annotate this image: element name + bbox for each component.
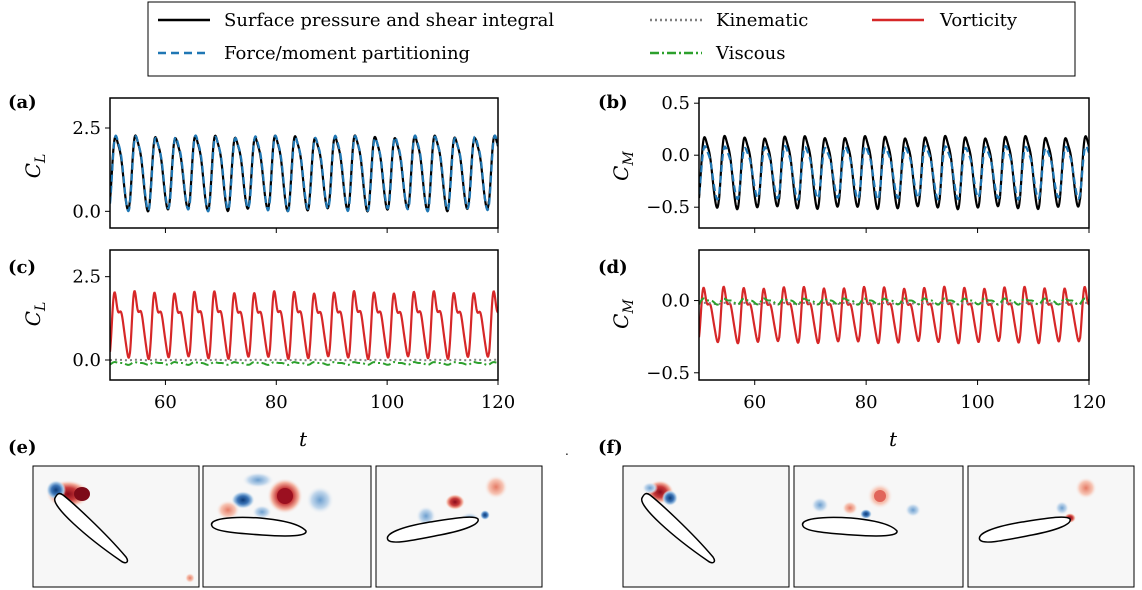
legend-frame [147, 1, 1076, 77]
xtick-label-d-3: 120 [1072, 392, 1106, 413]
series-line-d-kinematic [699, 301, 1089, 306]
series-line-b-force-moment-partitioning [699, 144, 1089, 201]
ytick-label-c-1: 2.5 [72, 267, 101, 288]
snapshot-group-e [32, 465, 543, 588]
svg-text:CM: CM [609, 299, 637, 329]
legend-label-surface: Surface pressure and shear integral [224, 10, 554, 31]
panel-letter-d: (d) [598, 257, 628, 278]
series-line-a-surface-pressure-and-shear-integral [110, 134, 498, 213]
legend-entry-partitioning: Force/moment partitioning [158, 43, 470, 64]
axes-frame-d [698, 249, 1090, 381]
series-line-c-vorticity [110, 289, 498, 361]
xlabel-d: t [889, 427, 898, 451]
legend: Surface pressure and shear integral Forc… [147, 1, 1076, 77]
panel-letter-f: (f) [598, 437, 623, 458]
ytick-label-a-0: 0.0 [72, 201, 101, 222]
snapshot-e-1 [32, 465, 200, 588]
xtick-label-c-1: 80 [265, 392, 288, 413]
chart-panel-d-moment-decomposition: −0.5 0.0 60 80 100 120 [646, 249, 1106, 413]
chart-panel-a-lift-coefficient: 0.0 2.5 [72, 97, 499, 233]
legend-entry-viscous: Viscous [650, 43, 785, 64]
plot-area-a [110, 134, 498, 213]
ytick-label-c-0: 0.0 [72, 350, 101, 371]
stray-dot: . [565, 444, 569, 458]
legend-label-vorticity: Vorticity [939, 10, 1018, 31]
ylabel-d: CM [609, 299, 637, 329]
chart-panel-b-moment-coefficient: −0.5 0.0 0.5 [646, 93, 1090, 233]
snapshot-group-f [622, 465, 1135, 588]
legend-label-partitioning: Force/moment partitioning [224, 43, 470, 64]
chart-panel-c-lift-decomposition: 0.0 2.5 60 80 100 120 [72, 249, 515, 413]
axes-frame-c [109, 249, 499, 381]
ytick-label-b-0: −0.5 [646, 197, 690, 218]
series-line-a-force-moment-partitioning [110, 134, 498, 213]
plot-area-d [699, 285, 1089, 345]
ytick-label-b-2: 0.5 [661, 93, 690, 114]
axes-frame-b [698, 97, 1090, 229]
snapshot-f-1 [622, 465, 790, 588]
series-line-d-vorticity [699, 285, 1089, 345]
ylabel-c: CL [21, 302, 49, 327]
snapshot-e-3 [375, 465, 543, 588]
xtick-label-c-0: 60 [154, 392, 177, 413]
ylabel-a: CL [21, 154, 49, 179]
ytick-label-b-1: 0.0 [661, 145, 690, 166]
panel-letter-b: (b) [598, 92, 628, 113]
panel-letter-e: (e) [8, 437, 37, 458]
legend-entry-vorticity: Vorticity [872, 10, 1018, 31]
ylabel-b: CM [609, 151, 637, 181]
vortex-core [74, 487, 90, 501]
plot-area-c [110, 289, 498, 366]
xtick-label-d-2: 100 [960, 392, 994, 413]
axes-frame-a [109, 97, 499, 229]
airfoil-outline [54, 492, 129, 564]
legend-entry-surface: Surface pressure and shear integral [158, 10, 554, 31]
legend-entry-kinematic: Kinematic [650, 10, 808, 31]
series-line-d-viscous [699, 297, 1089, 306]
xtick-label-c-2: 100 [370, 392, 404, 413]
xtick-label-c-3: 120 [481, 392, 515, 413]
snapshot-e-2 [202, 465, 372, 588]
snapshot-f-2 [793, 465, 964, 588]
snapshot-f-3 [967, 465, 1135, 588]
xtick-label-d-1: 80 [855, 392, 878, 413]
panel-letter-c: (c) [8, 257, 36, 278]
ytick-label-d-0: −0.5 [646, 363, 690, 384]
ytick-label-a-1: 2.5 [72, 118, 101, 139]
xlabel-c: t [299, 427, 308, 451]
series-line-c-viscous [110, 361, 498, 366]
legend-label-viscous: Viscous [715, 43, 785, 64]
svg-text:CL: CL [21, 302, 49, 327]
svg-text:CM: CM [609, 151, 637, 181]
series-line-c-kinematic [110, 358, 498, 362]
svg-text:CL: CL [21, 154, 49, 179]
legend-label-kinematic: Kinematic [716, 10, 808, 31]
plot-area-b [699, 134, 1089, 211]
ytick-label-d-1: 0.0 [661, 291, 690, 312]
xtick-label-d-0: 60 [743, 392, 766, 413]
series-line-b-surface-pressure-and-shear-integral [699, 134, 1089, 211]
panel-letter-a: (a) [8, 92, 37, 113]
